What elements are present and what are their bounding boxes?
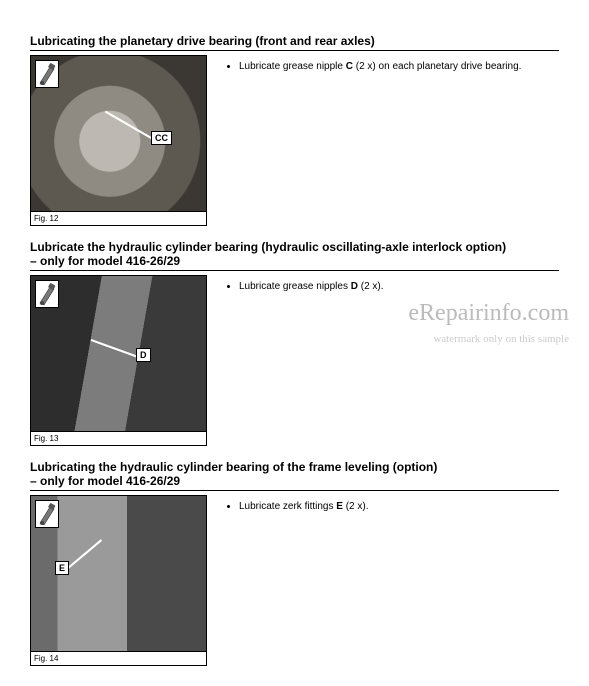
instruction-block: Lubricate grease nipples D (2 x). xyxy=(207,275,384,292)
grease-gun-icon xyxy=(35,280,59,308)
instruction-item: Lubricate zerk fittings E (2 x). xyxy=(239,501,369,512)
section-subtitle: – only for model 416-26/29 xyxy=(30,254,180,268)
section-heading: Lubricating the planetary drive bearing … xyxy=(30,34,375,48)
instruction-text: Lubricate grease nipples D (2 x). xyxy=(239,281,384,292)
callout-line xyxy=(105,111,154,140)
figure-image: E xyxy=(31,496,206,651)
callout-label: D xyxy=(136,348,151,362)
figure-box: D Fig. 13 xyxy=(30,275,207,446)
callout-line xyxy=(66,539,102,569)
section-body: D Fig. 13 Lubricate grease nipples D (2 … xyxy=(30,275,559,446)
instruction-item: Lubricate grease nipples D (2 x). xyxy=(239,281,384,292)
instruction-text: Lubricate zerk fittings E (2 x). xyxy=(239,501,369,512)
section-title: Lubricating the hydraulic cylinder beari… xyxy=(30,460,559,491)
section-heading: Lubricating the hydraulic cylinder beari… xyxy=(30,460,437,474)
figure-box: E Fig. 14 xyxy=(30,495,207,666)
instruction-item: Lubricate grease nipple C (2 x) on each … xyxy=(239,61,521,72)
section-title: Lubricate the hydraulic cylinder bearing… xyxy=(30,240,559,271)
callout-label: E xyxy=(55,561,69,575)
instruction-block: Lubricate grease nipple C (2 x) on each … xyxy=(207,55,521,72)
figure-box: CC Fig. 12 xyxy=(30,55,207,226)
instruction-block: Lubricate zerk fittings E (2 x). xyxy=(207,495,369,512)
instruction-text: Lubricate grease nipple C (2 x) on each … xyxy=(239,61,521,72)
figure-image: CC xyxy=(31,56,206,211)
section-subtitle: – only for model 416-26/29 xyxy=(30,474,180,488)
callout-line xyxy=(91,339,139,358)
section-heading: Lubricate the hydraulic cylinder bearing… xyxy=(30,240,506,254)
section-title: Lubricating the planetary drive bearing … xyxy=(30,34,559,51)
figure-caption: Fig. 12 xyxy=(31,211,206,225)
figure-caption: Fig. 13 xyxy=(31,431,206,445)
section-body: E Fig. 14 Lubricate zerk fittings E (2 x… xyxy=(30,495,559,666)
figure-image: D xyxy=(31,276,206,431)
callout-label: CC xyxy=(151,131,172,145)
grease-gun-icon xyxy=(35,60,59,88)
section-body: CC Fig. 12 Lubricate grease nipple C (2 … xyxy=(30,55,559,226)
figure-caption: Fig. 14 xyxy=(31,651,206,665)
grease-gun-icon xyxy=(35,500,59,528)
